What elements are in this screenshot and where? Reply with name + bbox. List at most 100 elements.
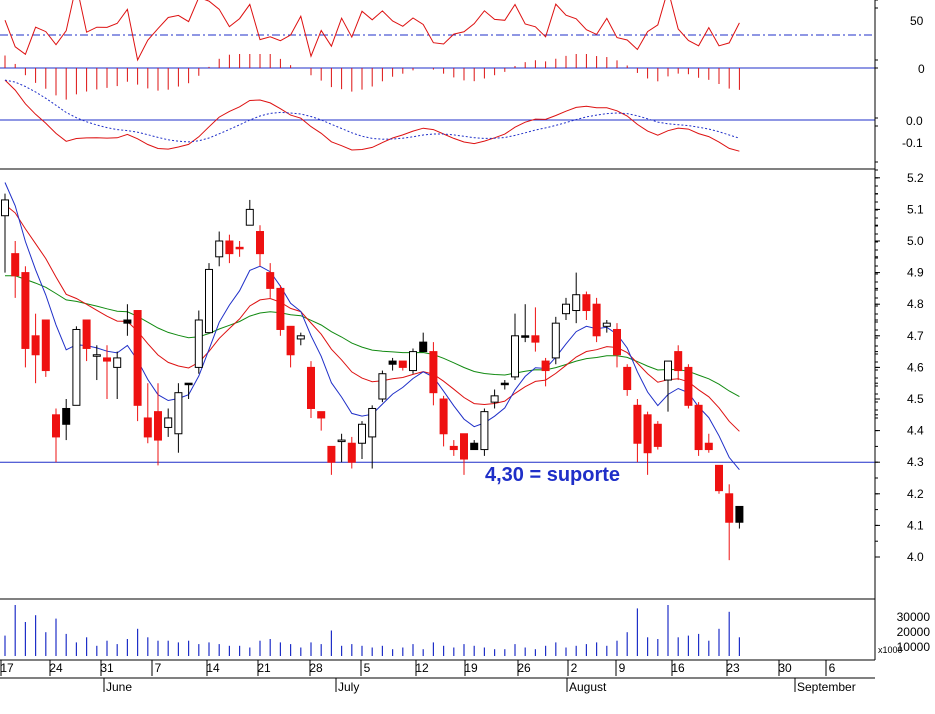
candle	[184, 382, 193, 386]
candle	[715, 464, 723, 492]
rsi-line	[4, 0, 740, 62]
candle	[419, 341, 428, 353]
candle	[256, 231, 264, 255]
candle	[358, 423, 366, 444]
candle	[582, 294, 591, 312]
candle	[613, 328, 621, 356]
moving-average-mid	[4, 204, 740, 432]
candle	[235, 246, 244, 250]
candle	[72, 328, 81, 406]
candle	[562, 303, 570, 315]
candle	[633, 404, 642, 444]
histogram-tick-label: 0	[918, 62, 925, 76]
price-panel	[0, 168, 875, 561]
candle	[245, 208, 254, 226]
candle	[143, 417, 152, 438]
x-tick-label: 7	[155, 661, 162, 675]
volume-tick-label: 20000	[897, 625, 931, 639]
candle	[429, 351, 438, 394]
price-tick-label: 4.1	[907, 518, 924, 532]
candle	[62, 407, 71, 425]
price-tick-label: 4.6	[907, 360, 924, 374]
x-tick-label: 21	[257, 661, 271, 675]
macd-tick-label: -0.1	[902, 136, 923, 150]
candle	[52, 414, 60, 438]
price-tick-label: 4.2	[907, 487, 924, 501]
candle	[31, 335, 40, 356]
candle	[602, 322, 611, 327]
candle	[521, 335, 530, 338]
candle	[398, 360, 407, 368]
candle	[215, 240, 224, 258]
candle	[133, 310, 142, 406]
candle	[276, 287, 285, 330]
price-tick-label: 4.7	[907, 329, 924, 343]
candle	[41, 319, 50, 372]
x-tick-label: 30	[778, 661, 792, 675]
candle	[1, 199, 9, 217]
candle	[490, 395, 499, 403]
volume-tick-label: 10000	[897, 640, 931, 654]
candle	[592, 303, 601, 337]
x-tick-label: 16	[671, 661, 685, 675]
candle	[123, 319, 132, 324]
candle	[266, 272, 275, 289]
x-tick-label: 26	[517, 661, 531, 675]
price-tick-label: 4.9	[907, 266, 924, 280]
candle	[337, 439, 346, 443]
x-tick-label: 23	[726, 661, 740, 675]
x-tick-label: 17	[0, 661, 14, 675]
candle	[470, 442, 479, 451]
candle	[11, 253, 20, 277]
candle	[704, 442, 713, 451]
histogram-panel	[0, 54, 875, 100]
rsi-panel	[0, 0, 875, 62]
x-tick-label: 28	[309, 661, 323, 675]
rsi-tick-label: 50	[910, 14, 924, 28]
price-tick-label: 5.0	[907, 234, 924, 248]
price-tick-label: 4.0	[907, 550, 924, 564]
volume-multiplier-label: x1000	[878, 645, 903, 655]
candle	[460, 433, 468, 460]
price-tick-label: 4.5	[907, 392, 924, 406]
candle	[541, 360, 550, 372]
candle	[225, 240, 234, 255]
macd-signal-line	[4, 79, 740, 143]
price-tick-label: 4.4	[907, 424, 924, 438]
x-axis: 17 24 31 7 14 21 28 5 12 19 26 2 9 16 23 30 6 June July Aug…	[0, 659, 875, 694]
x-tick-label: 31	[100, 661, 114, 675]
candle	[378, 373, 387, 400]
candle	[572, 294, 581, 312]
x-tick-label: 12	[415, 661, 429, 675]
price-tick-label: 4.3	[907, 455, 924, 469]
candle	[439, 398, 448, 435]
macd-tick-label: 0.0	[906, 114, 923, 128]
candle	[286, 325, 295, 356]
macd-line	[4, 79, 740, 152]
candle	[205, 268, 213, 334]
candle	[511, 335, 519, 378]
x-tick-label: 5	[364, 661, 371, 675]
candle	[154, 411, 162, 441]
candle	[317, 411, 326, 419]
candle	[643, 414, 652, 454]
candle	[674, 351, 683, 372]
candle	[623, 366, 632, 391]
candle	[327, 445, 336, 463]
candle	[735, 505, 744, 523]
candle	[113, 357, 122, 368]
candle	[409, 351, 417, 372]
volume-tick-label: 30000	[897, 610, 931, 624]
month-label: August	[569, 680, 607, 694]
price-tick-label: 5.2	[907, 171, 924, 185]
candle	[21, 272, 30, 349]
candle	[92, 354, 101, 357]
x-tick-label: 24	[49, 661, 63, 675]
x-tick-label: 2	[571, 661, 578, 675]
x-tick-label: 6	[829, 661, 836, 675]
candle	[307, 366, 315, 409]
candle	[296, 335, 305, 340]
support-annotation: 4,30 = suporte	[485, 464, 620, 486]
candle	[103, 357, 111, 362]
